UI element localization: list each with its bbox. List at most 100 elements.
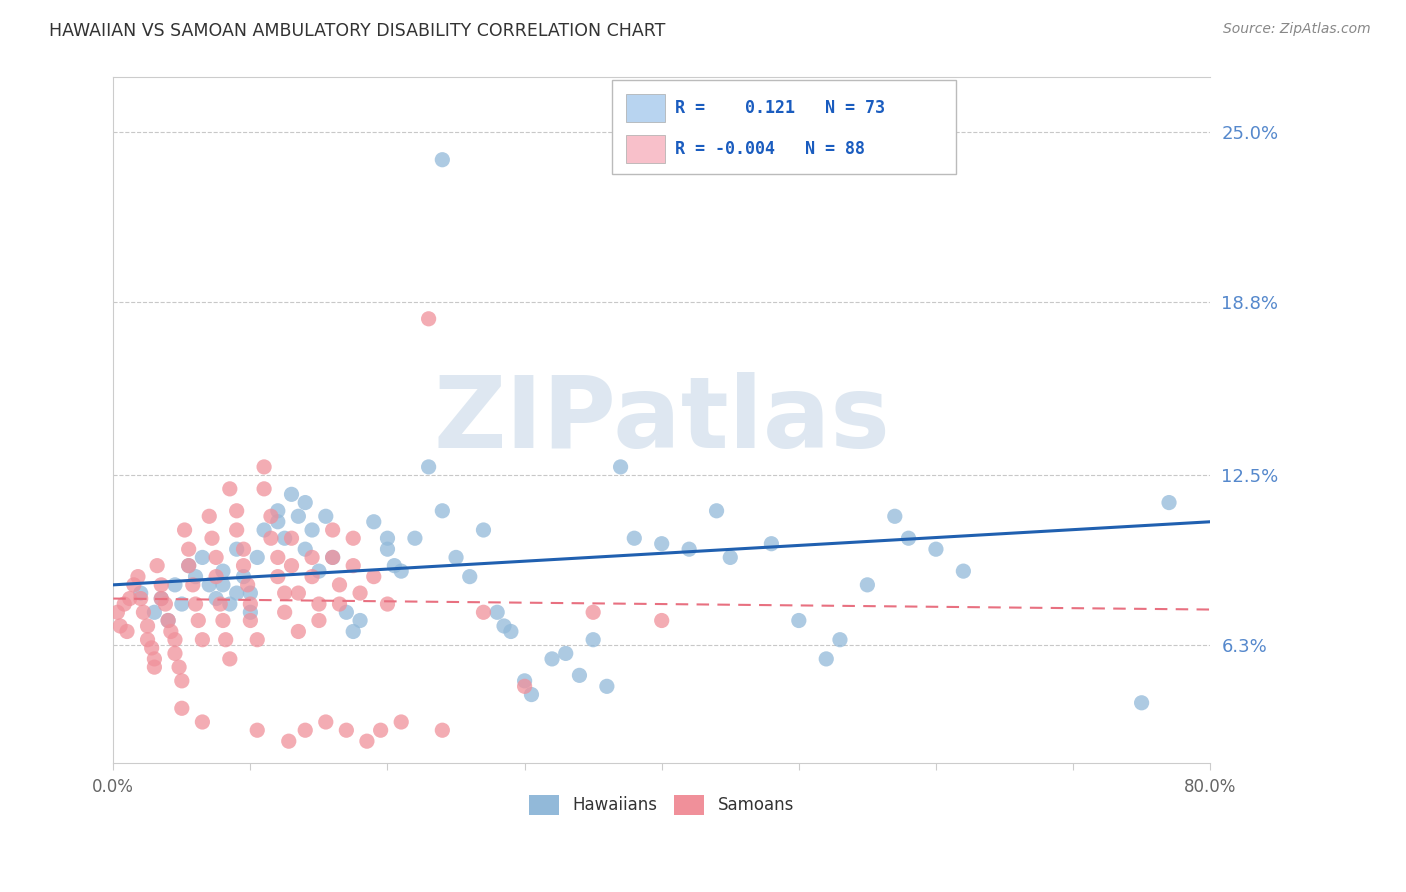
Point: [184, 569, 207, 583]
Point: [444, 550, 467, 565]
Point: [828, 632, 851, 647]
Point: [167, 660, 190, 674]
Point: [118, 591, 141, 606]
Point: [499, 624, 522, 639]
Point: [472, 523, 495, 537]
Point: [146, 558, 169, 573]
Point: [287, 509, 309, 524]
Point: [232, 542, 254, 557]
Point: [273, 586, 295, 600]
Point: [582, 632, 605, 647]
Point: [115, 624, 138, 639]
Point: [287, 586, 309, 600]
Point: [150, 591, 173, 606]
Point: [596, 679, 619, 693]
Point: [205, 569, 228, 583]
Point: [651, 537, 673, 551]
Point: [198, 578, 221, 592]
Point: [191, 714, 214, 729]
Point: [280, 531, 302, 545]
Point: [404, 531, 426, 545]
Point: [160, 624, 183, 639]
Point: [520, 688, 543, 702]
Point: [157, 614, 180, 628]
Point: [108, 619, 131, 633]
Point: [239, 597, 262, 611]
Point: [218, 652, 240, 666]
Point: [486, 605, 509, 619]
Point: [225, 542, 247, 557]
Point: [246, 632, 269, 647]
Point: [815, 652, 838, 666]
Point: [143, 605, 166, 619]
Point: [157, 614, 180, 628]
Point: [389, 564, 412, 578]
Point: [136, 632, 159, 647]
Point: [141, 640, 163, 655]
Point: [492, 619, 515, 633]
Point: [377, 597, 399, 611]
Point: [239, 605, 262, 619]
Point: [651, 614, 673, 628]
Point: [191, 632, 214, 647]
Point: [225, 523, 247, 537]
Point: [335, 723, 357, 738]
Point: [187, 614, 209, 628]
Point: [342, 624, 364, 639]
Point: [127, 569, 149, 583]
Point: [294, 723, 316, 738]
Point: [308, 597, 330, 611]
Point: [267, 569, 290, 583]
Point: [205, 591, 228, 606]
Point: [582, 605, 605, 619]
Point: [554, 647, 576, 661]
Point: [260, 531, 283, 545]
Point: [301, 550, 323, 565]
Point: [363, 569, 385, 583]
Point: [215, 632, 238, 647]
Point: [129, 586, 152, 600]
Point: [132, 605, 155, 619]
Point: [609, 459, 631, 474]
Point: [267, 504, 290, 518]
Point: [212, 614, 235, 628]
Point: [349, 586, 371, 600]
Point: [349, 614, 371, 628]
Point: [225, 504, 247, 518]
Point: [239, 614, 262, 628]
Point: [787, 614, 810, 628]
Point: [163, 647, 186, 661]
Point: [205, 550, 228, 565]
Point: [177, 558, 200, 573]
Point: [308, 614, 330, 628]
Point: [218, 597, 240, 611]
Point: [280, 558, 302, 573]
Point: [322, 550, 344, 565]
Point: [246, 550, 269, 565]
Point: [253, 459, 276, 474]
Point: [143, 652, 166, 666]
Point: [170, 673, 193, 688]
Point: [382, 558, 405, 573]
Point: [678, 542, 700, 557]
Point: [267, 515, 290, 529]
Point: [322, 523, 344, 537]
Point: [883, 509, 905, 524]
Point: [105, 605, 128, 619]
Point: [177, 558, 200, 573]
Point: [236, 578, 259, 592]
Point: [201, 531, 224, 545]
Point: [706, 504, 728, 518]
Text: ZIPatlas: ZIPatlas: [433, 372, 890, 469]
Point: [761, 537, 783, 551]
Point: [218, 482, 240, 496]
Point: [209, 597, 232, 611]
Point: [301, 523, 323, 537]
Point: [1157, 495, 1180, 509]
Text: Source: ZipAtlas.com: Source: ZipAtlas.com: [1223, 22, 1371, 37]
Point: [177, 542, 200, 557]
Point: [322, 550, 344, 565]
Point: [173, 523, 195, 537]
Point: [377, 542, 399, 557]
Point: [198, 509, 221, 524]
